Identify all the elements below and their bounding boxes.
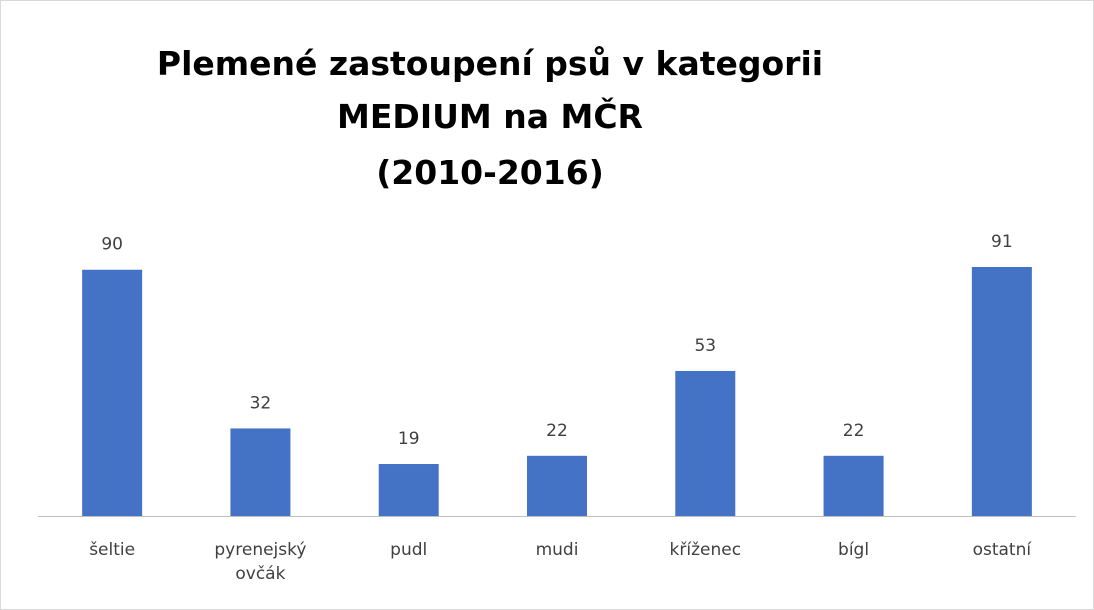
data-label: 90 xyxy=(101,235,123,255)
x-tick-label: ostatní xyxy=(972,540,1032,560)
bar xyxy=(230,428,291,516)
bar xyxy=(527,455,587,516)
chart-title: Plemené zastoupení psů v kategorii xyxy=(157,44,823,83)
bar xyxy=(675,370,736,516)
bar xyxy=(971,267,1032,516)
data-label: 32 xyxy=(250,393,272,413)
bar xyxy=(823,455,884,516)
x-tick-label: šeltie xyxy=(89,540,136,560)
x-tick-label: kříženec xyxy=(669,540,742,560)
data-label: 22 xyxy=(843,421,865,441)
data-label: 91 xyxy=(991,232,1013,252)
x-tick-label: mudi xyxy=(535,540,579,560)
x-tick-label: pyrenejský ovčák xyxy=(214,540,307,584)
bar xyxy=(378,464,439,516)
chart-title: (2010-2016) xyxy=(376,153,604,192)
data-label: 53 xyxy=(694,336,716,356)
data-label: 22 xyxy=(546,421,568,441)
x-tick-label: pudl xyxy=(390,540,428,560)
bar xyxy=(82,269,143,516)
data-label: 19 xyxy=(398,429,420,449)
chart-title: MEDIUM na MČR xyxy=(337,96,643,136)
x-tick-label: bígl xyxy=(838,540,870,560)
